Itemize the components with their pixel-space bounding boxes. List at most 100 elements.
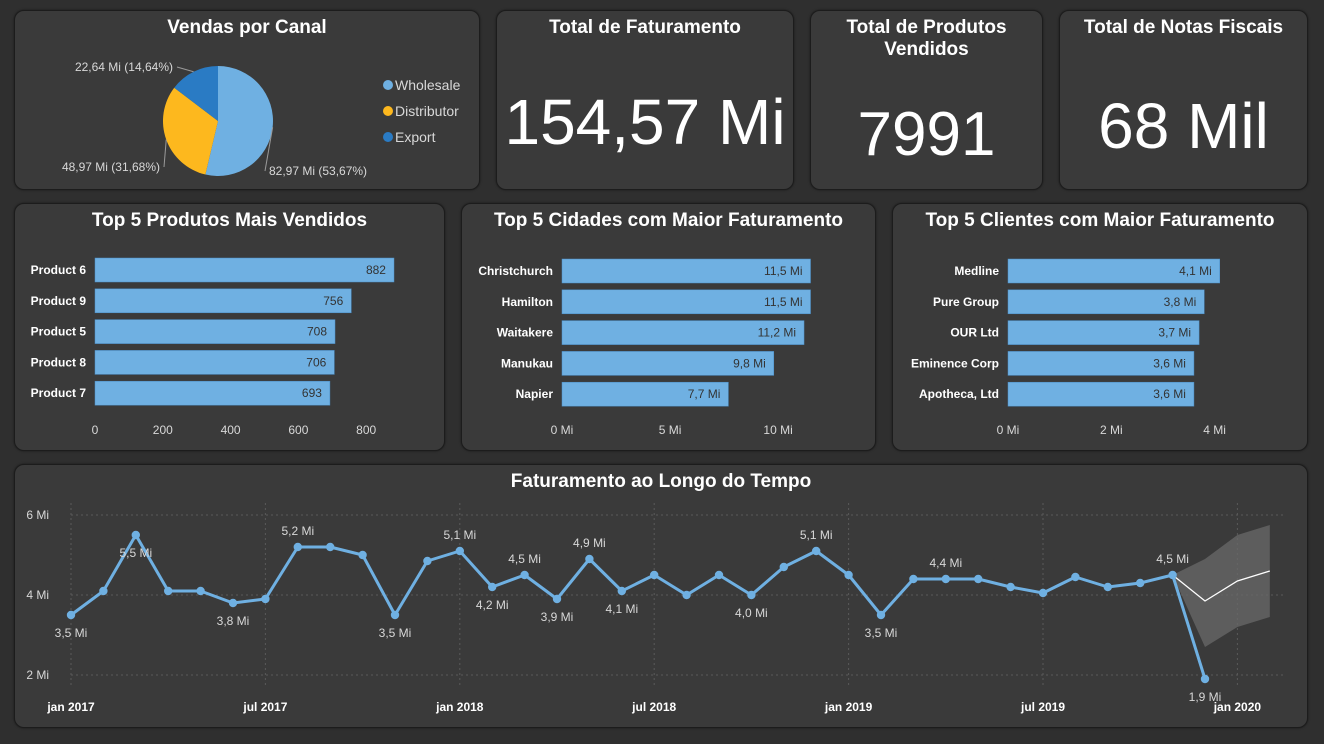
series-point bbox=[293, 542, 302, 552]
series-point bbox=[747, 590, 756, 600]
bar-category-label: Waitakere bbox=[497, 326, 554, 340]
bar-value-label: 9,8 Mi bbox=[733, 356, 766, 370]
data-label: 4,5 Mi bbox=[508, 552, 541, 566]
x-tick-label: 600 bbox=[288, 423, 308, 437]
series-point bbox=[1006, 582, 1015, 592]
x-tick-label: jul 2019 bbox=[1020, 700, 1065, 714]
data-label: 3,8 Mi bbox=[217, 614, 250, 628]
pie-card: Vendas por Canal 82,97 Mi (53,67%) Wholes… bbox=[14, 10, 480, 190]
series-point bbox=[1200, 674, 1210, 684]
bar bbox=[1007, 381, 1195, 407]
bar bbox=[94, 319, 336, 344]
series-point bbox=[488, 582, 497, 592]
series-point bbox=[228, 598, 238, 608]
data-label: 4,5 Mi bbox=[1156, 552, 1189, 566]
series-point bbox=[812, 546, 821, 556]
x-tick-label: 200 bbox=[153, 423, 173, 437]
x-tick-label: jan 2017 bbox=[46, 700, 95, 714]
kpi-produtos-title: Total de Produtos Vendidos bbox=[811, 17, 1042, 61]
data-label: 4,4 Mi bbox=[929, 556, 962, 570]
top-clientes-chart: Medline 4,1 Mi Pure Group 3,8 Mi OUR Ltd 3,7 … bbox=[911, 258, 1226, 437]
bar-category-label: Napier bbox=[516, 387, 554, 401]
series-point bbox=[326, 542, 335, 552]
bar-value-label: 3,8 Mi bbox=[1164, 295, 1197, 309]
pie-slice-distributor bbox=[163, 87, 218, 175]
x-tick-label: 0 Mi bbox=[997, 423, 1020, 437]
bar-value-label: 7,7 Mi bbox=[688, 387, 721, 401]
series-point bbox=[585, 554, 594, 564]
data-label: 5,1 Mi bbox=[443, 528, 476, 542]
bar-value-label: 3,7 Mi bbox=[1158, 326, 1191, 340]
bar bbox=[94, 380, 331, 406]
bar-category-label: Manukau bbox=[501, 356, 553, 370]
data-label: 4,2 Mi bbox=[476, 598, 509, 612]
legend-marker-export bbox=[383, 132, 393, 142]
x-tick-label: jan 2018 bbox=[435, 700, 484, 714]
series-line bbox=[70, 533, 1207, 680]
series-point bbox=[941, 574, 950, 584]
bar-category-label: Hamilton bbox=[502, 295, 553, 309]
data-label: 5,2 Mi bbox=[281, 524, 314, 538]
series-point bbox=[714, 570, 724, 580]
top-produtos-title: Top 5 Produtos Mais Vendidos bbox=[91, 210, 368, 231]
pie-slice-label: 48,97 Mi (31,68%) bbox=[62, 160, 160, 174]
top-clientes-card: Top 5 Clientes com Maior Faturamento Med… bbox=[892, 203, 1308, 451]
kpi-produtos-card: Total de Produtos Vendidos 7991 bbox=[810, 10, 1043, 190]
series-point bbox=[1168, 570, 1177, 580]
forecast-line bbox=[1172, 570, 1270, 602]
bar-value-label: 4,1 Mi bbox=[1179, 264, 1212, 278]
pie-title: Vendas por Canal bbox=[167, 17, 327, 38]
bar-value-label: 11,5 Mi bbox=[764, 264, 802, 278]
x-tick-label: 2 Mi bbox=[1100, 423, 1123, 437]
bar bbox=[94, 288, 352, 314]
series-point bbox=[552, 594, 562, 604]
series-point bbox=[1103, 582, 1113, 592]
bar bbox=[94, 350, 335, 375]
x-tick-label: 4 Mi bbox=[1203, 423, 1226, 437]
x-tick-label: 400 bbox=[221, 423, 241, 437]
series-point bbox=[390, 610, 400, 620]
series-point bbox=[1136, 578, 1145, 588]
faturamento-tempo-card: Faturamento ao Longo do Tempo 2 Mi 4 Mi 6 … bbox=[14, 464, 1308, 728]
kpi-faturamento-card: Total de Faturamento 154,57 Mi bbox=[496, 10, 794, 190]
pie-leader-line bbox=[176, 66, 194, 73]
pie-chart: 82,97 Mi (53,67%) Wholesale 48,97 Mi (31,6… bbox=[62, 60, 461, 178]
top-cidades-card: Top 5 Cidades com Maior Faturamento Chri… bbox=[461, 203, 876, 451]
bar-value-label: 708 bbox=[307, 325, 327, 339]
series-point bbox=[779, 562, 788, 572]
series-point bbox=[196, 586, 205, 596]
bar bbox=[1007, 258, 1221, 284]
bar-category-label: Christchurch bbox=[478, 264, 553, 278]
bar-value-label: 11,5 Mi bbox=[764, 295, 802, 309]
x-tick-label: jul 2018 bbox=[631, 700, 676, 714]
data-label: 4,0 Mi bbox=[735, 606, 768, 620]
faturamento-tempo-chart: 2 Mi 4 Mi 6 Mi jan 2017 jul 2017 jan 2018 jul … bbox=[26, 503, 1285, 714]
bar-category-label: Product 9 bbox=[31, 294, 87, 308]
legend-label-distributor: Distributor bbox=[395, 103, 459, 119]
bar bbox=[561, 381, 729, 407]
series-point bbox=[99, 586, 108, 596]
pie-slice-label: 22,64 Mi (14,64%) bbox=[75, 60, 173, 74]
y-tick-label: 6 Mi bbox=[26, 508, 49, 522]
pie-slice-label: 82,97 Mi (53,67%) bbox=[269, 164, 367, 178]
series-point bbox=[682, 590, 691, 600]
series-point bbox=[358, 550, 367, 560]
data-label: 5,5 Mi bbox=[119, 546, 152, 560]
series-point bbox=[650, 570, 659, 580]
bar-category-label: Product 6 bbox=[31, 263, 87, 277]
x-tick-label: 0 Mi bbox=[551, 423, 574, 437]
top-produtos-card: Top 5 Produtos Mais Vendidos Product 6 88… bbox=[14, 203, 445, 451]
forecast-band bbox=[1172, 525, 1270, 647]
data-label: 3,5 Mi bbox=[55, 626, 88, 640]
legend-marker-wholesale bbox=[383, 80, 393, 90]
x-tick-label: 10 Mi bbox=[763, 423, 792, 437]
bar bbox=[1007, 320, 1200, 345]
x-tick-label: 5 Mi bbox=[659, 423, 682, 437]
x-tick-label: 800 bbox=[356, 423, 376, 437]
bar bbox=[561, 320, 805, 345]
x-tick-label: jan 2020 bbox=[1213, 700, 1262, 714]
series-point bbox=[164, 586, 173, 596]
kpi-notas-title: Total de Notas Fiscais bbox=[1083, 17, 1284, 38]
data-label: 3,5 Mi bbox=[865, 626, 898, 640]
data-label: 4,9 Mi bbox=[573, 536, 606, 550]
